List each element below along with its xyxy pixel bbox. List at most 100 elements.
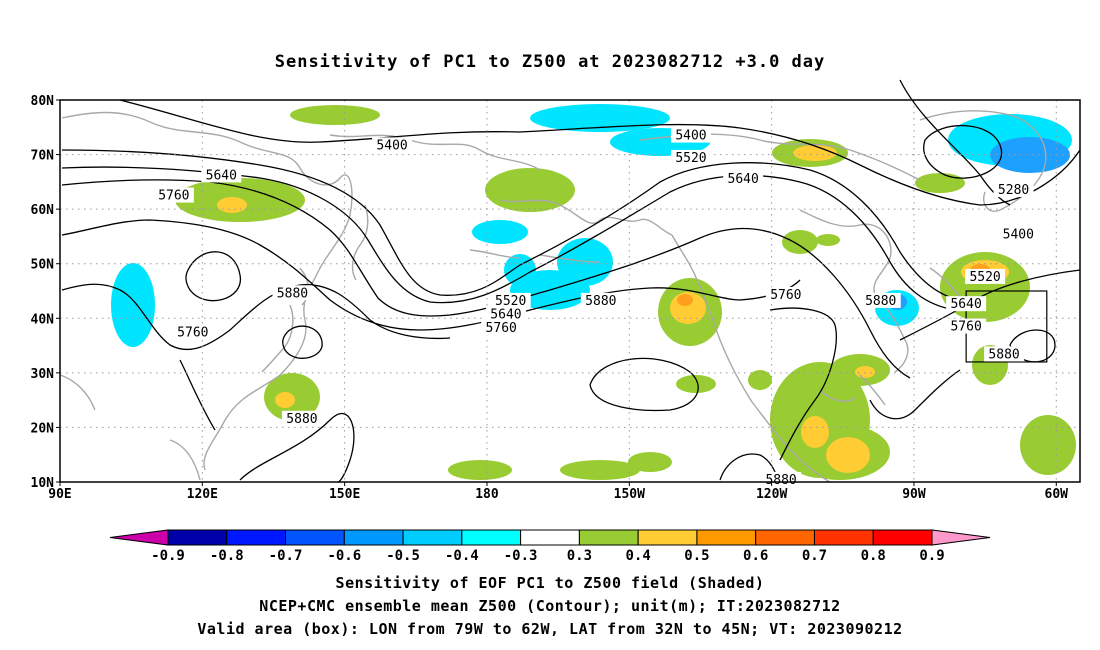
contour-label: 5760	[486, 321, 517, 336]
contour-line	[61, 219, 801, 331]
colorbar-swatch	[285, 529, 345, 546]
colorbar-tick-label: -0.3	[504, 548, 538, 564]
shade-blob	[748, 370, 772, 390]
contour-line	[719, 453, 779, 481]
shade-blob	[560, 460, 640, 480]
contour-line	[179, 359, 216, 431]
contour-label: 5880	[865, 294, 896, 309]
shade-blob	[801, 416, 829, 448]
contour-label-bg	[580, 292, 621, 308]
colorbar-tick-label: 0.6	[743, 548, 768, 564]
shade-blob	[676, 375, 716, 393]
shade-blob	[217, 197, 247, 213]
map-title: Sensitivity of PC1 to Z500 at 2023082712…	[274, 52, 826, 72]
lat-tick-label: 10N	[31, 476, 55, 491]
contour-line	[769, 307, 837, 461]
colorbar-swatch	[461, 529, 522, 546]
lat-tick-label: 20N	[31, 421, 55, 436]
contour-line	[899, 79, 1011, 206]
shade-blob	[1020, 415, 1076, 475]
contour-label: 5880	[585, 294, 616, 309]
lat-tick-label: 50N	[31, 258, 55, 273]
colorbar	[109, 529, 991, 546]
contour-label-bg	[984, 346, 1025, 362]
lon-tick-label: 60W	[1045, 487, 1069, 502]
colorbar-tick-label: 0.5	[684, 548, 709, 564]
colorbar-tick-label: 0.3	[567, 548, 592, 564]
shade-blob	[448, 460, 512, 480]
contour-label-bg	[860, 292, 901, 308]
colorbar-swatch	[696, 529, 757, 546]
shade-blob	[915, 173, 965, 193]
colorbar-tick-label: -0.6	[327, 548, 361, 564]
colorbar-tick-label: -0.4	[445, 548, 479, 564]
contour-line	[61, 283, 451, 350]
colorbar-tick-label: -0.5	[386, 548, 420, 564]
coastline-greenland	[919, 110, 1047, 212]
contour-labels: 5400540055205640576056405280540055205640…	[153, 127, 1039, 488]
contour-label: 5880	[286, 412, 317, 427]
lat-tick-label: 30N	[31, 367, 55, 382]
contour-label-bg	[172, 324, 213, 340]
coastlines	[59, 110, 1047, 483]
contour-label: 5640	[490, 308, 521, 323]
contour-label-bg	[485, 306, 526, 322]
coastline-hudson	[799, 209, 892, 296]
sensitivity-shading	[111, 104, 1076, 480]
z500-contours	[61, 79, 1081, 483]
shade-blob	[275, 392, 295, 408]
colorbar-tick-label: -0.8	[210, 548, 244, 564]
shade-blob	[677, 294, 693, 306]
contour-line	[119, 99, 1081, 206]
colorbar-tick-label: 0.8	[861, 548, 886, 564]
contour-label: 5760	[950, 320, 981, 335]
contour-label: 5400	[1003, 227, 1034, 242]
colorbar-swatch	[343, 529, 404, 546]
colorbar-swatch	[520, 529, 580, 546]
colorbar-swatch	[578, 529, 639, 546]
contour-label: 5880	[765, 473, 796, 488]
colorbar-tick-label: 0.4	[626, 548, 651, 564]
contour-label-bg	[761, 471, 802, 487]
colorbar-swatch	[226, 529, 287, 546]
latitude-labels: 80N 70N 60N 50N 40N 30N 20N 10N	[31, 94, 60, 491]
colorbar-tick-label: -0.7	[269, 548, 303, 564]
colorbar-swatch	[813, 529, 874, 546]
footer-line-3: Valid area (box): LON from 79W to 62W, L…	[197, 620, 903, 638]
contour-label-bg	[490, 292, 531, 308]
shade-blob	[290, 105, 380, 125]
lon-tick-label: 150W	[614, 487, 645, 502]
coastline-japan	[261, 304, 294, 373]
contour-label: 5640	[206, 168, 237, 183]
contour-label-bg	[998, 226, 1039, 242]
lon-tick-label: 90W	[902, 487, 926, 502]
contour-label: 5520	[969, 270, 1000, 285]
contour-label-bg	[281, 410, 322, 426]
coastline-arctic	[329, 134, 541, 171]
coastline-kamchatka	[351, 204, 369, 281]
shade-blob	[530, 104, 670, 132]
lon-tick-label: 120W	[756, 487, 787, 502]
shade-blob	[628, 452, 672, 472]
footer-line-2: NCEP+CMC ensemble mean Z500 (Contour); u…	[259, 597, 841, 615]
shade-blob	[111, 263, 155, 347]
contour-label-bg	[272, 285, 313, 301]
lat-tick-label: 60N	[31, 203, 55, 218]
contour-label: 5880	[277, 286, 308, 301]
lon-tick-label: 180	[475, 487, 499, 502]
footer-line-1: Sensitivity of EOF PC1 to Z500 field (Sh…	[335, 574, 765, 592]
contour-line	[185, 251, 241, 302]
contour-label-bg	[201, 167, 242, 183]
longitude-labels: 90E 120E 150E 180 150W 120W 90W 60W	[48, 482, 1068, 502]
contour-label-bg	[670, 127, 711, 143]
lon-tick-label: 150E	[329, 487, 360, 502]
shade-blob	[816, 234, 840, 246]
colorbar-swatch	[755, 529, 815, 546]
contour-label: 5760	[770, 288, 801, 303]
contour-label-bg	[670, 149, 711, 165]
coastline-north-america-west	[671, 234, 831, 483]
contour-label: 5760	[177, 326, 208, 341]
lat-tick-label: 80N	[31, 94, 55, 109]
contour-label-bg	[765, 286, 806, 302]
